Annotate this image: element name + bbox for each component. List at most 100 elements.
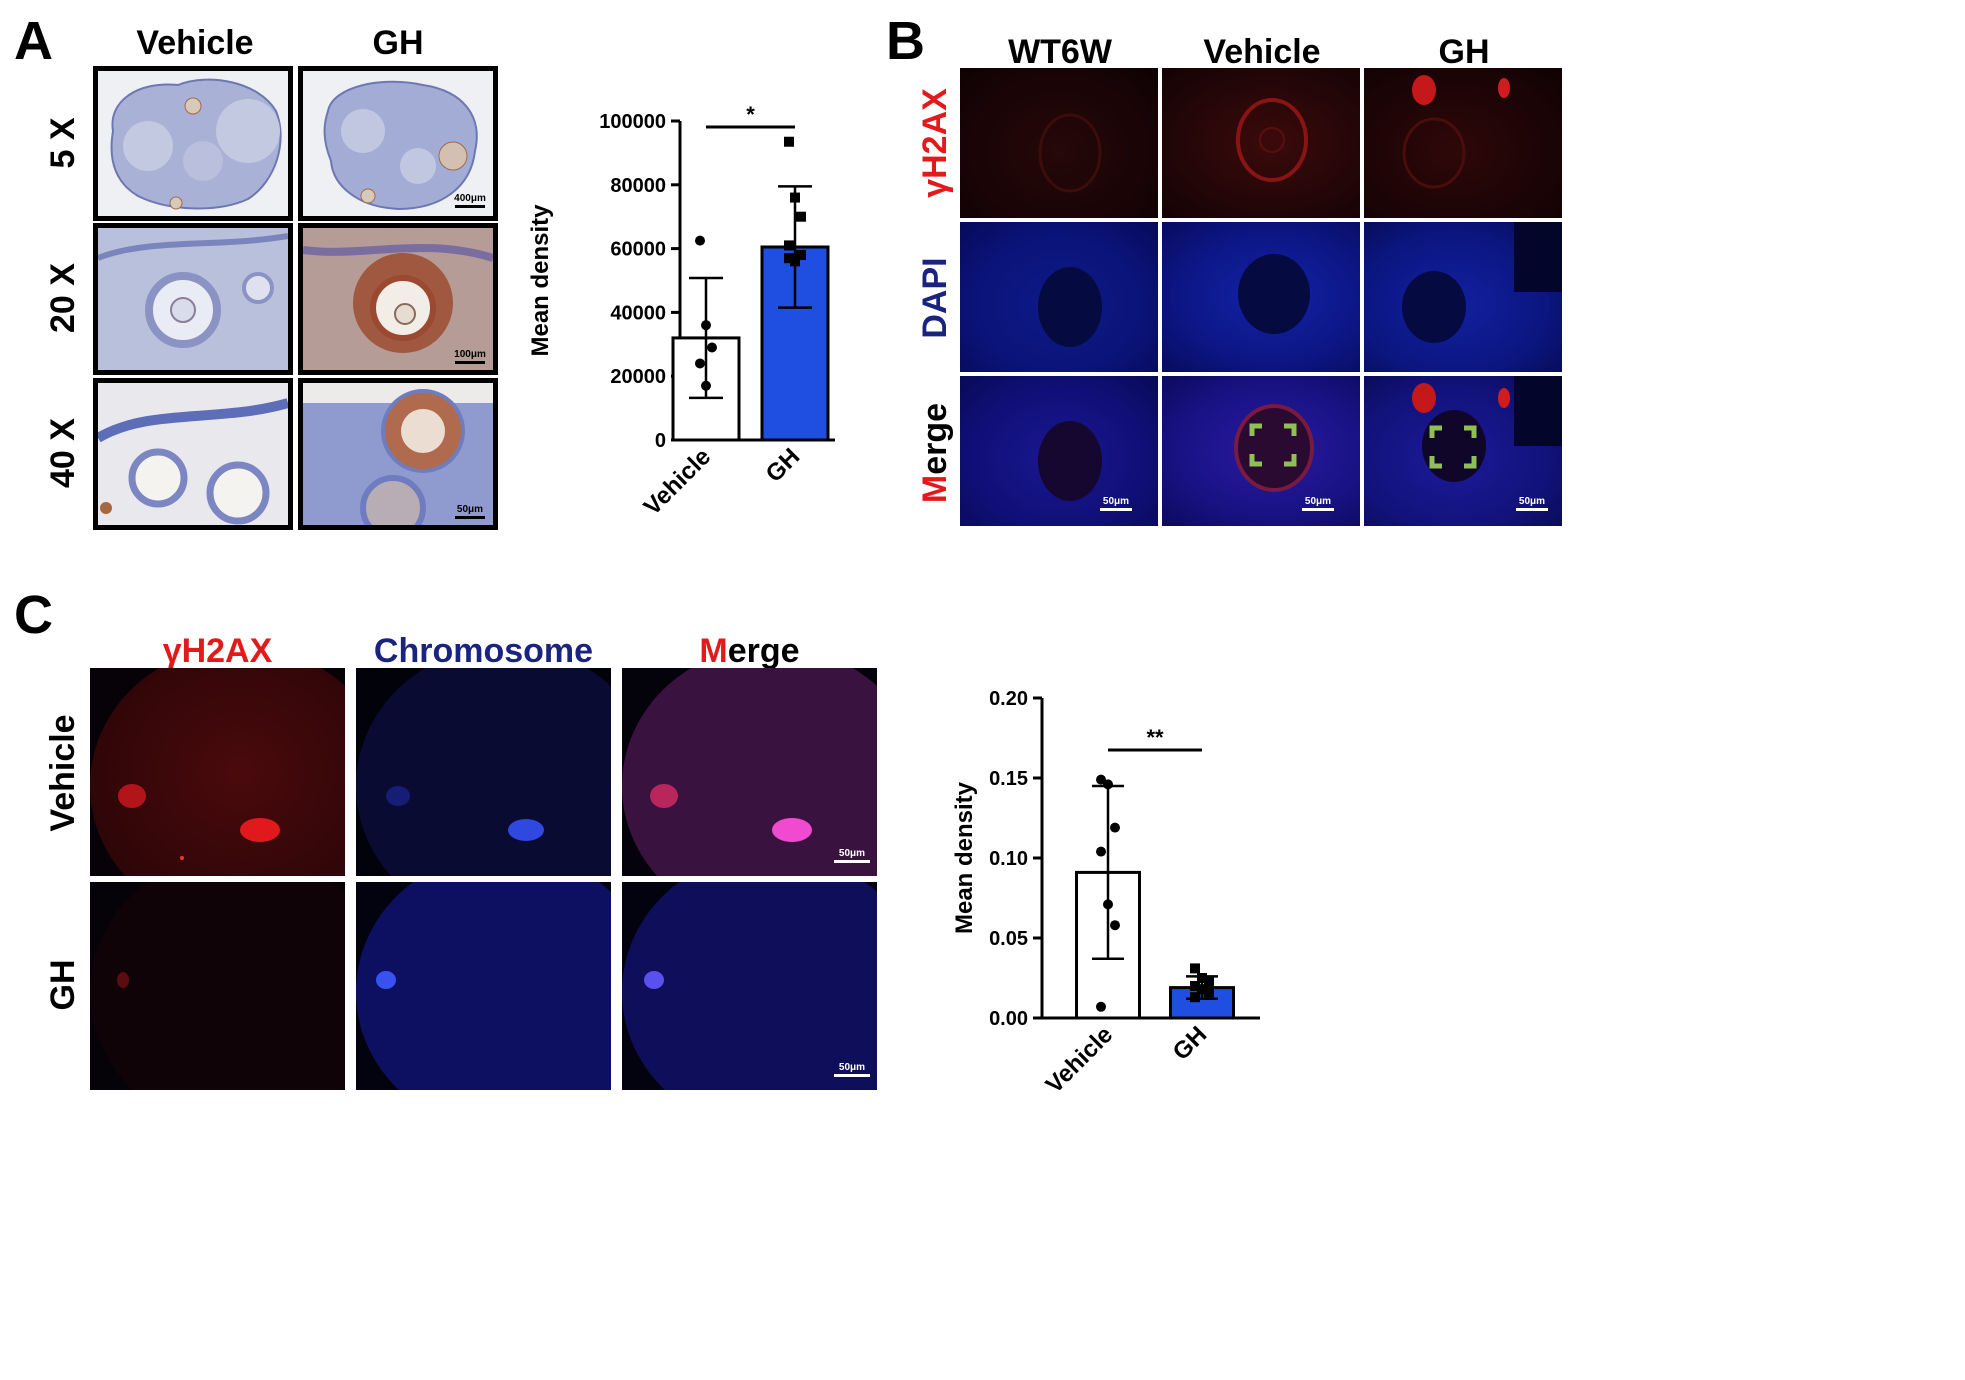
panel-b-row-dapi: DAPI bbox=[916, 257, 954, 339]
data-point bbox=[796, 249, 806, 260]
data-point bbox=[784, 136, 794, 147]
scale-bar-label: 50μm bbox=[1519, 496, 1545, 507]
panel-a-letter: A bbox=[14, 11, 53, 71]
data-point bbox=[695, 235, 705, 246]
if-wt6w-dapi bbox=[960, 222, 1158, 372]
ihc-gh-5x: 400μm bbox=[298, 66, 498, 221]
scale-bar bbox=[455, 516, 485, 519]
data-point bbox=[1096, 846, 1106, 857]
merge-rest-letters: erge bbox=[727, 632, 800, 670]
if-vehicle-gh2ax bbox=[1162, 68, 1360, 218]
y-tick-label: 0.20 bbox=[989, 688, 1028, 710]
ihc-vehicle-20x bbox=[93, 223, 293, 375]
if-vehicle-dapi bbox=[1162, 222, 1360, 372]
ihc-vehicle-40x bbox=[93, 378, 293, 530]
y-tick-label: 0.05 bbox=[989, 928, 1028, 950]
scale-bar-label: 100μm bbox=[454, 349, 486, 360]
panel-b-letter: B bbox=[886, 11, 925, 71]
data-point bbox=[1190, 981, 1200, 991]
significance-label: ** bbox=[1146, 725, 1164, 750]
data-point bbox=[784, 240, 794, 251]
data-point bbox=[784, 253, 794, 264]
scale-bar bbox=[455, 205, 485, 208]
scale-bar-label: 50μm bbox=[456, 504, 484, 515]
ihc-gh-20x: 100μm bbox=[298, 223, 498, 375]
ovary-section-image bbox=[110, 78, 282, 210]
ovary-section-image bbox=[323, 80, 478, 211]
panel-c-row-gh: GH bbox=[44, 959, 82, 1011]
oocyte-vehicle-merge: 50μm bbox=[622, 668, 877, 876]
follicle-image bbox=[98, 383, 288, 525]
y-tick-label: 0.10 bbox=[989, 848, 1028, 870]
follicle-image bbox=[98, 228, 288, 370]
data-point bbox=[796, 211, 806, 222]
significance-label: * bbox=[746, 102, 755, 127]
y-tick-label: 100000 bbox=[599, 111, 666, 133]
oocyte-gh-merge: 50μm bbox=[622, 882, 877, 1090]
panel-a-col-vehicle: Vehicle bbox=[136, 24, 254, 62]
if-wt6w-gh2ax bbox=[960, 68, 1158, 218]
scale-bar bbox=[455, 361, 485, 364]
panel-a-row-20x: 20 X bbox=[44, 263, 82, 333]
data-point bbox=[1110, 822, 1120, 833]
data-point bbox=[1204, 987, 1214, 998]
data-point bbox=[695, 358, 705, 369]
data-point bbox=[1197, 973, 1207, 983]
panel-b-col-gh: GH bbox=[1438, 33, 1490, 71]
x-tick-label: GH bbox=[1168, 1021, 1213, 1066]
panel-c-row-vehicle: Vehicle bbox=[44, 714, 82, 832]
scale-bar-label: 400μm bbox=[454, 193, 486, 204]
ihc-vehicle-5x bbox=[93, 66, 293, 221]
if-wt6w-merge: 50μm bbox=[960, 376, 1158, 526]
y-tick-label: 40000 bbox=[610, 302, 666, 324]
oocyte-vehicle-gh2ax bbox=[90, 668, 345, 876]
data-point bbox=[707, 342, 717, 353]
panel-b-col-wt6w: WT6W bbox=[1008, 33, 1112, 71]
y-tick-label: 20000 bbox=[610, 366, 666, 388]
data-point bbox=[1190, 992, 1200, 1003]
oocyte-vehicle-chromosome bbox=[356, 668, 611, 876]
x-tick-label: GH bbox=[761, 443, 806, 488]
panel-c-col-merge: Merge bbox=[622, 634, 877, 668]
merge-first-letter: M bbox=[916, 474, 954, 504]
if-gh-merge: 50μm bbox=[1364, 376, 1562, 526]
y-axis-label: Mean density bbox=[527, 204, 554, 357]
x-tick-label: Vehicle bbox=[639, 443, 717, 521]
data-point bbox=[1197, 984, 1207, 995]
y-tick-label: 0.15 bbox=[989, 768, 1028, 790]
y-tick-label: 60000 bbox=[610, 239, 666, 261]
panel-c-col-chromosome: Chromosome bbox=[373, 632, 594, 670]
data-point bbox=[1096, 1001, 1106, 1012]
data-point bbox=[790, 192, 800, 203]
y-tick-label: 0 bbox=[655, 430, 666, 452]
panel-c-col-gh2ax: γH2AX bbox=[162, 632, 273, 670]
data-point bbox=[790, 256, 800, 267]
panel-b-row-merge: Merge bbox=[916, 402, 954, 504]
follicle-image bbox=[303, 228, 493, 370]
y-tick-label: 80000 bbox=[610, 175, 666, 197]
panel-a-row-40x: 40 X bbox=[44, 418, 82, 488]
scale-bar-label: 50μm bbox=[839, 848, 865, 859]
chart-a: 0 20000 40000 60000 80000 100000 Mean density V… bbox=[527, 102, 835, 521]
merge-first-letter: M bbox=[699, 632, 728, 670]
x-tick-label: Vehicle bbox=[1041, 1021, 1119, 1099]
data-point bbox=[1204, 976, 1214, 987]
data-point bbox=[701, 380, 711, 391]
if-gh-dapi bbox=[1364, 222, 1562, 372]
data-point bbox=[701, 320, 711, 331]
oocyte-gh-chromosome bbox=[356, 882, 611, 1090]
data-point bbox=[1103, 899, 1113, 910]
scale-bar-label: 50μm bbox=[1103, 496, 1129, 507]
ihc-gh-40x: 50μm bbox=[298, 378, 498, 530]
data-point bbox=[1110, 920, 1120, 931]
y-axis-label: Mean density bbox=[951, 781, 978, 934]
y-tick-label: 0.00 bbox=[989, 1008, 1028, 1030]
panel-a-row-5x: 5 X bbox=[44, 117, 82, 169]
data-point bbox=[1190, 963, 1200, 974]
data-point bbox=[1103, 779, 1113, 790]
data-point bbox=[1096, 774, 1106, 785]
follicle-image bbox=[303, 383, 493, 525]
if-gh-gh2ax bbox=[1364, 68, 1562, 218]
merge-rest-letters: erge bbox=[916, 402, 954, 475]
scale-bar-label: 50μm bbox=[1305, 496, 1331, 507]
